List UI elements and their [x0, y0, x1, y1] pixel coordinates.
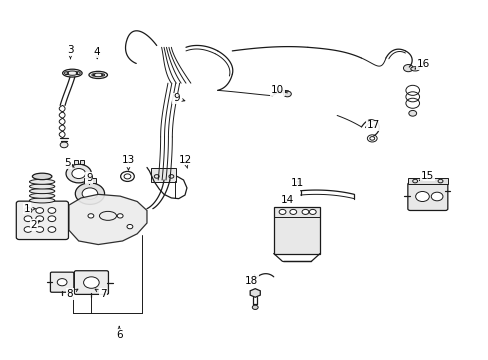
Text: 8: 8 [66, 289, 78, 299]
Text: 4: 4 [94, 47, 101, 59]
Text: 17: 17 [366, 121, 380, 130]
Ellipse shape [29, 198, 55, 203]
Circle shape [279, 210, 285, 215]
Circle shape [83, 277, 99, 288]
Text: 18: 18 [244, 275, 258, 286]
Ellipse shape [32, 173, 52, 180]
Polygon shape [250, 289, 260, 297]
Circle shape [302, 210, 308, 215]
Bar [273, 207, 320, 253]
Bar [80, 160, 83, 164]
Text: 11: 11 [290, 178, 303, 188]
Circle shape [24, 226, 32, 232]
Text: 15: 15 [419, 171, 433, 181]
FancyBboxPatch shape [407, 183, 447, 211]
Text: 14: 14 [280, 195, 293, 206]
Circle shape [415, 192, 428, 202]
Text: 6: 6 [116, 327, 122, 340]
Circle shape [88, 214, 94, 218]
Circle shape [72, 168, 85, 179]
Text: 12: 12 [178, 154, 191, 168]
Circle shape [24, 216, 32, 222]
Circle shape [289, 210, 296, 215]
Circle shape [60, 142, 68, 148]
Circle shape [117, 214, 123, 218]
FancyBboxPatch shape [16, 201, 68, 239]
FancyBboxPatch shape [50, 272, 74, 292]
Circle shape [48, 208, 56, 213]
Circle shape [430, 192, 442, 201]
Circle shape [127, 225, 133, 229]
Text: 2: 2 [30, 220, 40, 230]
Ellipse shape [29, 189, 55, 194]
Bar [407, 178, 447, 184]
Ellipse shape [62, 69, 82, 77]
Circle shape [408, 111, 416, 116]
Circle shape [66, 164, 91, 183]
Circle shape [36, 226, 43, 232]
Text: 1: 1 [23, 204, 36, 214]
Circle shape [48, 226, 56, 232]
Circle shape [36, 216, 43, 222]
Text: 16: 16 [414, 59, 429, 69]
Bar [74, 160, 78, 164]
Ellipse shape [29, 193, 55, 198]
Circle shape [252, 305, 258, 310]
Text: 9: 9 [86, 173, 93, 184]
Circle shape [48, 216, 56, 222]
Text: 9: 9 [173, 93, 184, 103]
Text: 13: 13 [122, 155, 135, 170]
Circle shape [57, 279, 67, 286]
Ellipse shape [89, 71, 107, 78]
Text: 10: 10 [270, 85, 284, 95]
Circle shape [75, 183, 104, 204]
FancyBboxPatch shape [74, 271, 108, 294]
Text: 3: 3 [67, 45, 74, 59]
Bar [151, 168, 176, 182]
Circle shape [403, 64, 412, 72]
Circle shape [283, 91, 291, 97]
Polygon shape [69, 194, 147, 244]
Text: 5: 5 [64, 158, 74, 168]
Ellipse shape [29, 179, 55, 184]
Bar [84, 178, 96, 183]
Ellipse shape [29, 184, 55, 189]
Circle shape [36, 208, 43, 213]
Text: 7: 7 [95, 289, 106, 299]
Ellipse shape [410, 67, 419, 71]
Circle shape [309, 210, 316, 215]
Circle shape [82, 188, 98, 199]
Circle shape [24, 208, 32, 213]
